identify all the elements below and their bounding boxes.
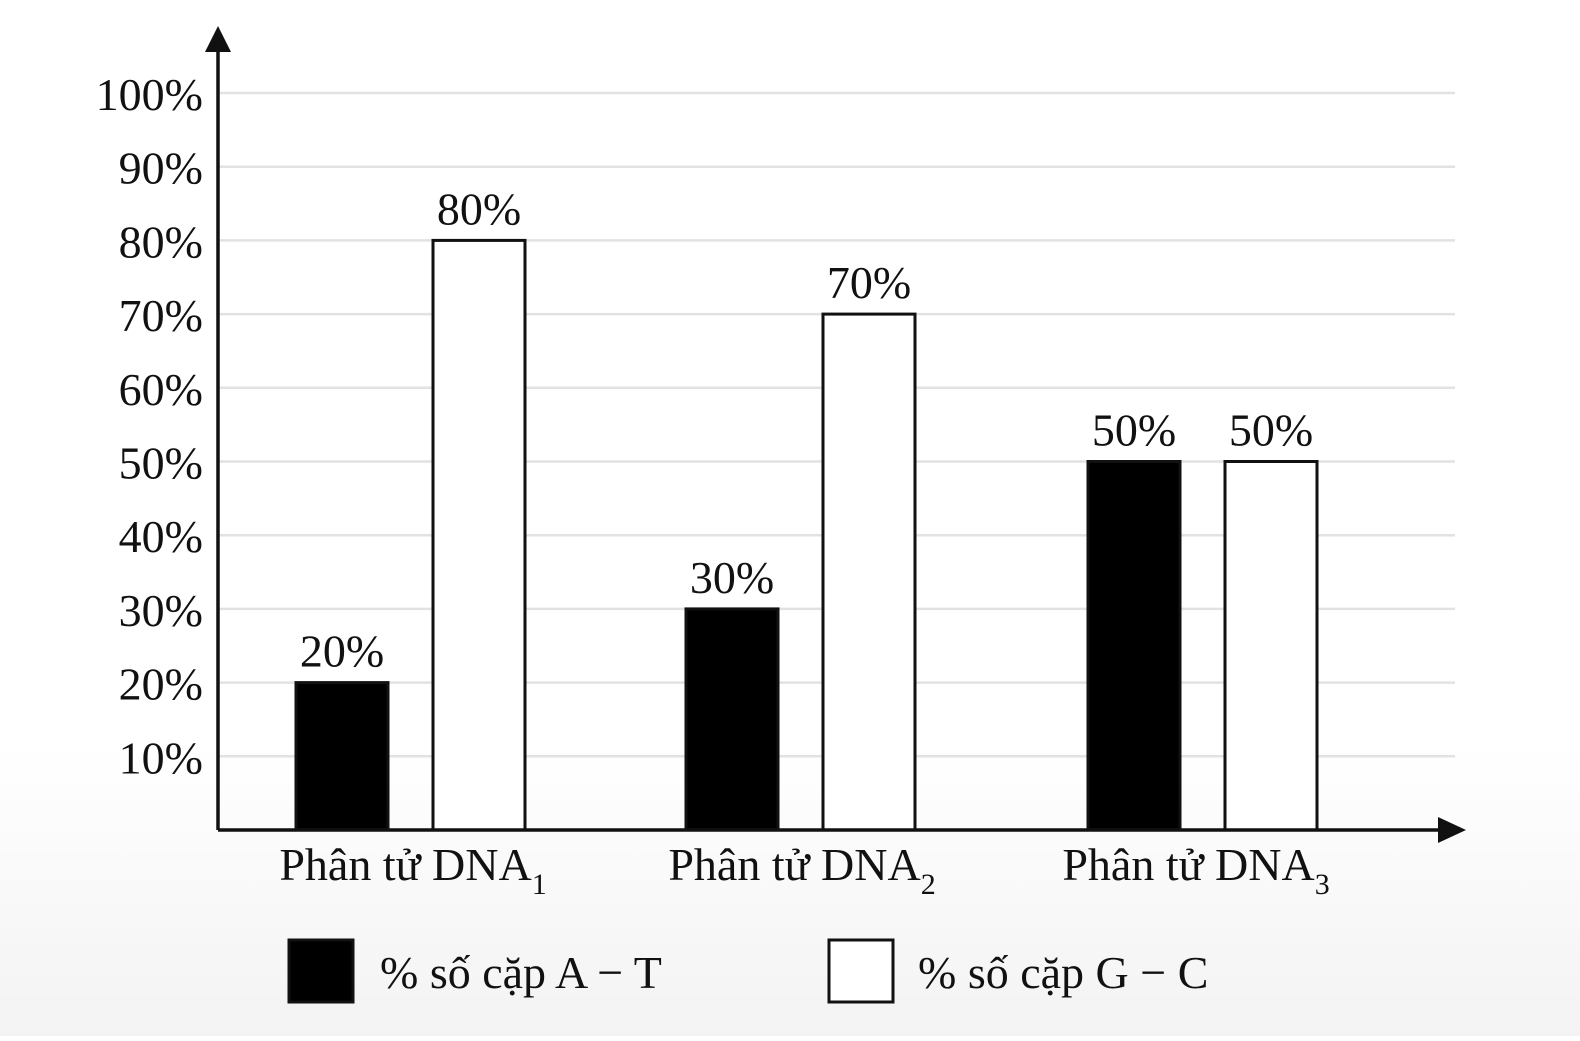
data-label: 30% <box>690 552 774 603</box>
x-category-label: Phân tử DNA3 <box>1062 839 1329 901</box>
legend-swatch <box>287 938 355 1004</box>
y-tick-label: 60% <box>119 364 203 415</box>
x-category-label: Phân tử DNA2 <box>668 839 935 901</box>
bar <box>431 238 527 832</box>
y-tick-label: 70% <box>119 290 203 341</box>
category-subscript: 2 <box>921 868 936 901</box>
category-name: Phân tử DNA <box>279 839 531 890</box>
y-tick-label: 90% <box>119 143 203 194</box>
data-label: 20% <box>300 626 384 677</box>
data-label: 80% <box>437 183 521 234</box>
x-category-label: Phân tử DNA1 <box>279 839 546 901</box>
data-label: 50% <box>1229 405 1313 456</box>
axes <box>205 26 1466 843</box>
labels: 10% 20% 30% 40% 50% 60% 70% 80% 90% 100% 20% 30% 50%… <box>96 69 1330 901</box>
data-label: 50% <box>1092 405 1176 456</box>
y-tick-label: 40% <box>119 511 203 562</box>
bar <box>1086 460 1182 832</box>
bar <box>821 312 917 832</box>
legend-label: % số cặp G − C <box>918 947 1208 998</box>
bar <box>684 607 780 832</box>
legend: % số cặp A − T % số cặp G − C <box>287 938 1208 1004</box>
category-name: Phân tử DNA <box>668 839 920 890</box>
category-subscript: 3 <box>1315 868 1330 901</box>
legend-swatch <box>827 938 895 1004</box>
category-subscript: 1 <box>532 868 547 901</box>
y-tick-label: 20% <box>119 659 203 710</box>
y-tick-label: 50% <box>119 438 203 489</box>
legend-label: % số cặp A − T <box>380 947 662 998</box>
y-axis-arrow <box>205 26 231 52</box>
y-tick-label: 10% <box>119 732 203 783</box>
x-axis-arrow <box>1438 817 1466 843</box>
bar <box>1223 460 1319 832</box>
y-tick-label: 30% <box>119 585 203 636</box>
bar <box>294 681 390 832</box>
data-label: 70% <box>827 257 911 308</box>
y-tick-label: 80% <box>119 216 203 267</box>
y-tick-label: 100% <box>96 69 203 120</box>
category-name: Phân tử DNA <box>1062 839 1314 890</box>
